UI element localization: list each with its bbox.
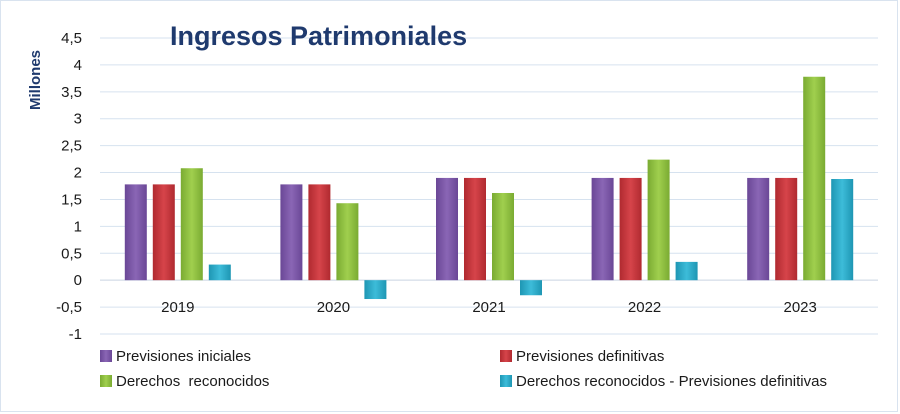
bar xyxy=(803,76,826,281)
legend: Previsiones iniciales Previsiones definit… xyxy=(100,348,827,390)
chart-title: Ingresos Patrimoniales xyxy=(170,21,467,51)
bar xyxy=(675,261,698,281)
bar xyxy=(464,177,486,281)
legend-label: Previsiones definitivas xyxy=(516,348,664,365)
legend-label: Previsiones iniciales xyxy=(116,348,251,365)
legend-swatch xyxy=(100,375,112,387)
y-tick-label: 3,5 xyxy=(61,84,82,101)
x-category-label: 2019 xyxy=(161,299,194,316)
legend-swatch xyxy=(500,350,512,362)
bar xyxy=(492,192,514,281)
y-tick-label: 2,5 xyxy=(61,138,82,155)
y-tick-label: 4,5 xyxy=(61,30,82,47)
bar xyxy=(436,177,458,281)
y-tick-label: 2 xyxy=(74,165,82,182)
bar xyxy=(775,177,798,281)
bar xyxy=(208,264,231,281)
x-category-label: 2021 xyxy=(472,299,505,316)
y-tick-label: -1 xyxy=(69,326,82,343)
bar xyxy=(619,177,642,281)
y-tick-label: 4 xyxy=(74,57,82,74)
x-category-label: 2022 xyxy=(628,299,661,316)
legend-label: Derechos reconocidos xyxy=(116,373,269,390)
legend-swatch xyxy=(100,350,112,362)
bars xyxy=(124,76,854,300)
bar xyxy=(520,280,542,296)
bar xyxy=(180,168,203,281)
y-tick-label: 1 xyxy=(74,218,82,235)
x-axis-categories: 2019 2020 2021 2022 2023 xyxy=(161,299,817,316)
bar xyxy=(647,159,670,281)
bar xyxy=(591,177,614,281)
bar xyxy=(831,179,854,281)
bar xyxy=(364,280,387,300)
legend-label: Derechos reconocidos - Previsiones defin… xyxy=(516,373,827,390)
bar xyxy=(280,184,303,281)
y-axis-ticks: 4,5 4 3,5 3 2,5 2 1,5 1 0,5 0 -0,5 -1 xyxy=(56,30,82,343)
y-tick-label: 3 xyxy=(74,111,82,128)
y-tick-label: -0,5 xyxy=(56,299,82,316)
y-tick-label: 0 xyxy=(74,272,82,289)
bar xyxy=(152,184,175,281)
bar xyxy=(747,177,770,281)
bar xyxy=(336,203,359,281)
y-axis-label: Millones xyxy=(27,50,44,110)
y-tick-label: 1,5 xyxy=(61,191,82,208)
x-category-label: 2020 xyxy=(317,299,350,316)
y-tick-label: 0,5 xyxy=(61,245,82,262)
legend-swatch xyxy=(500,375,512,387)
x-category-label: 2023 xyxy=(784,299,817,316)
bar xyxy=(308,184,331,281)
bar xyxy=(124,184,147,281)
